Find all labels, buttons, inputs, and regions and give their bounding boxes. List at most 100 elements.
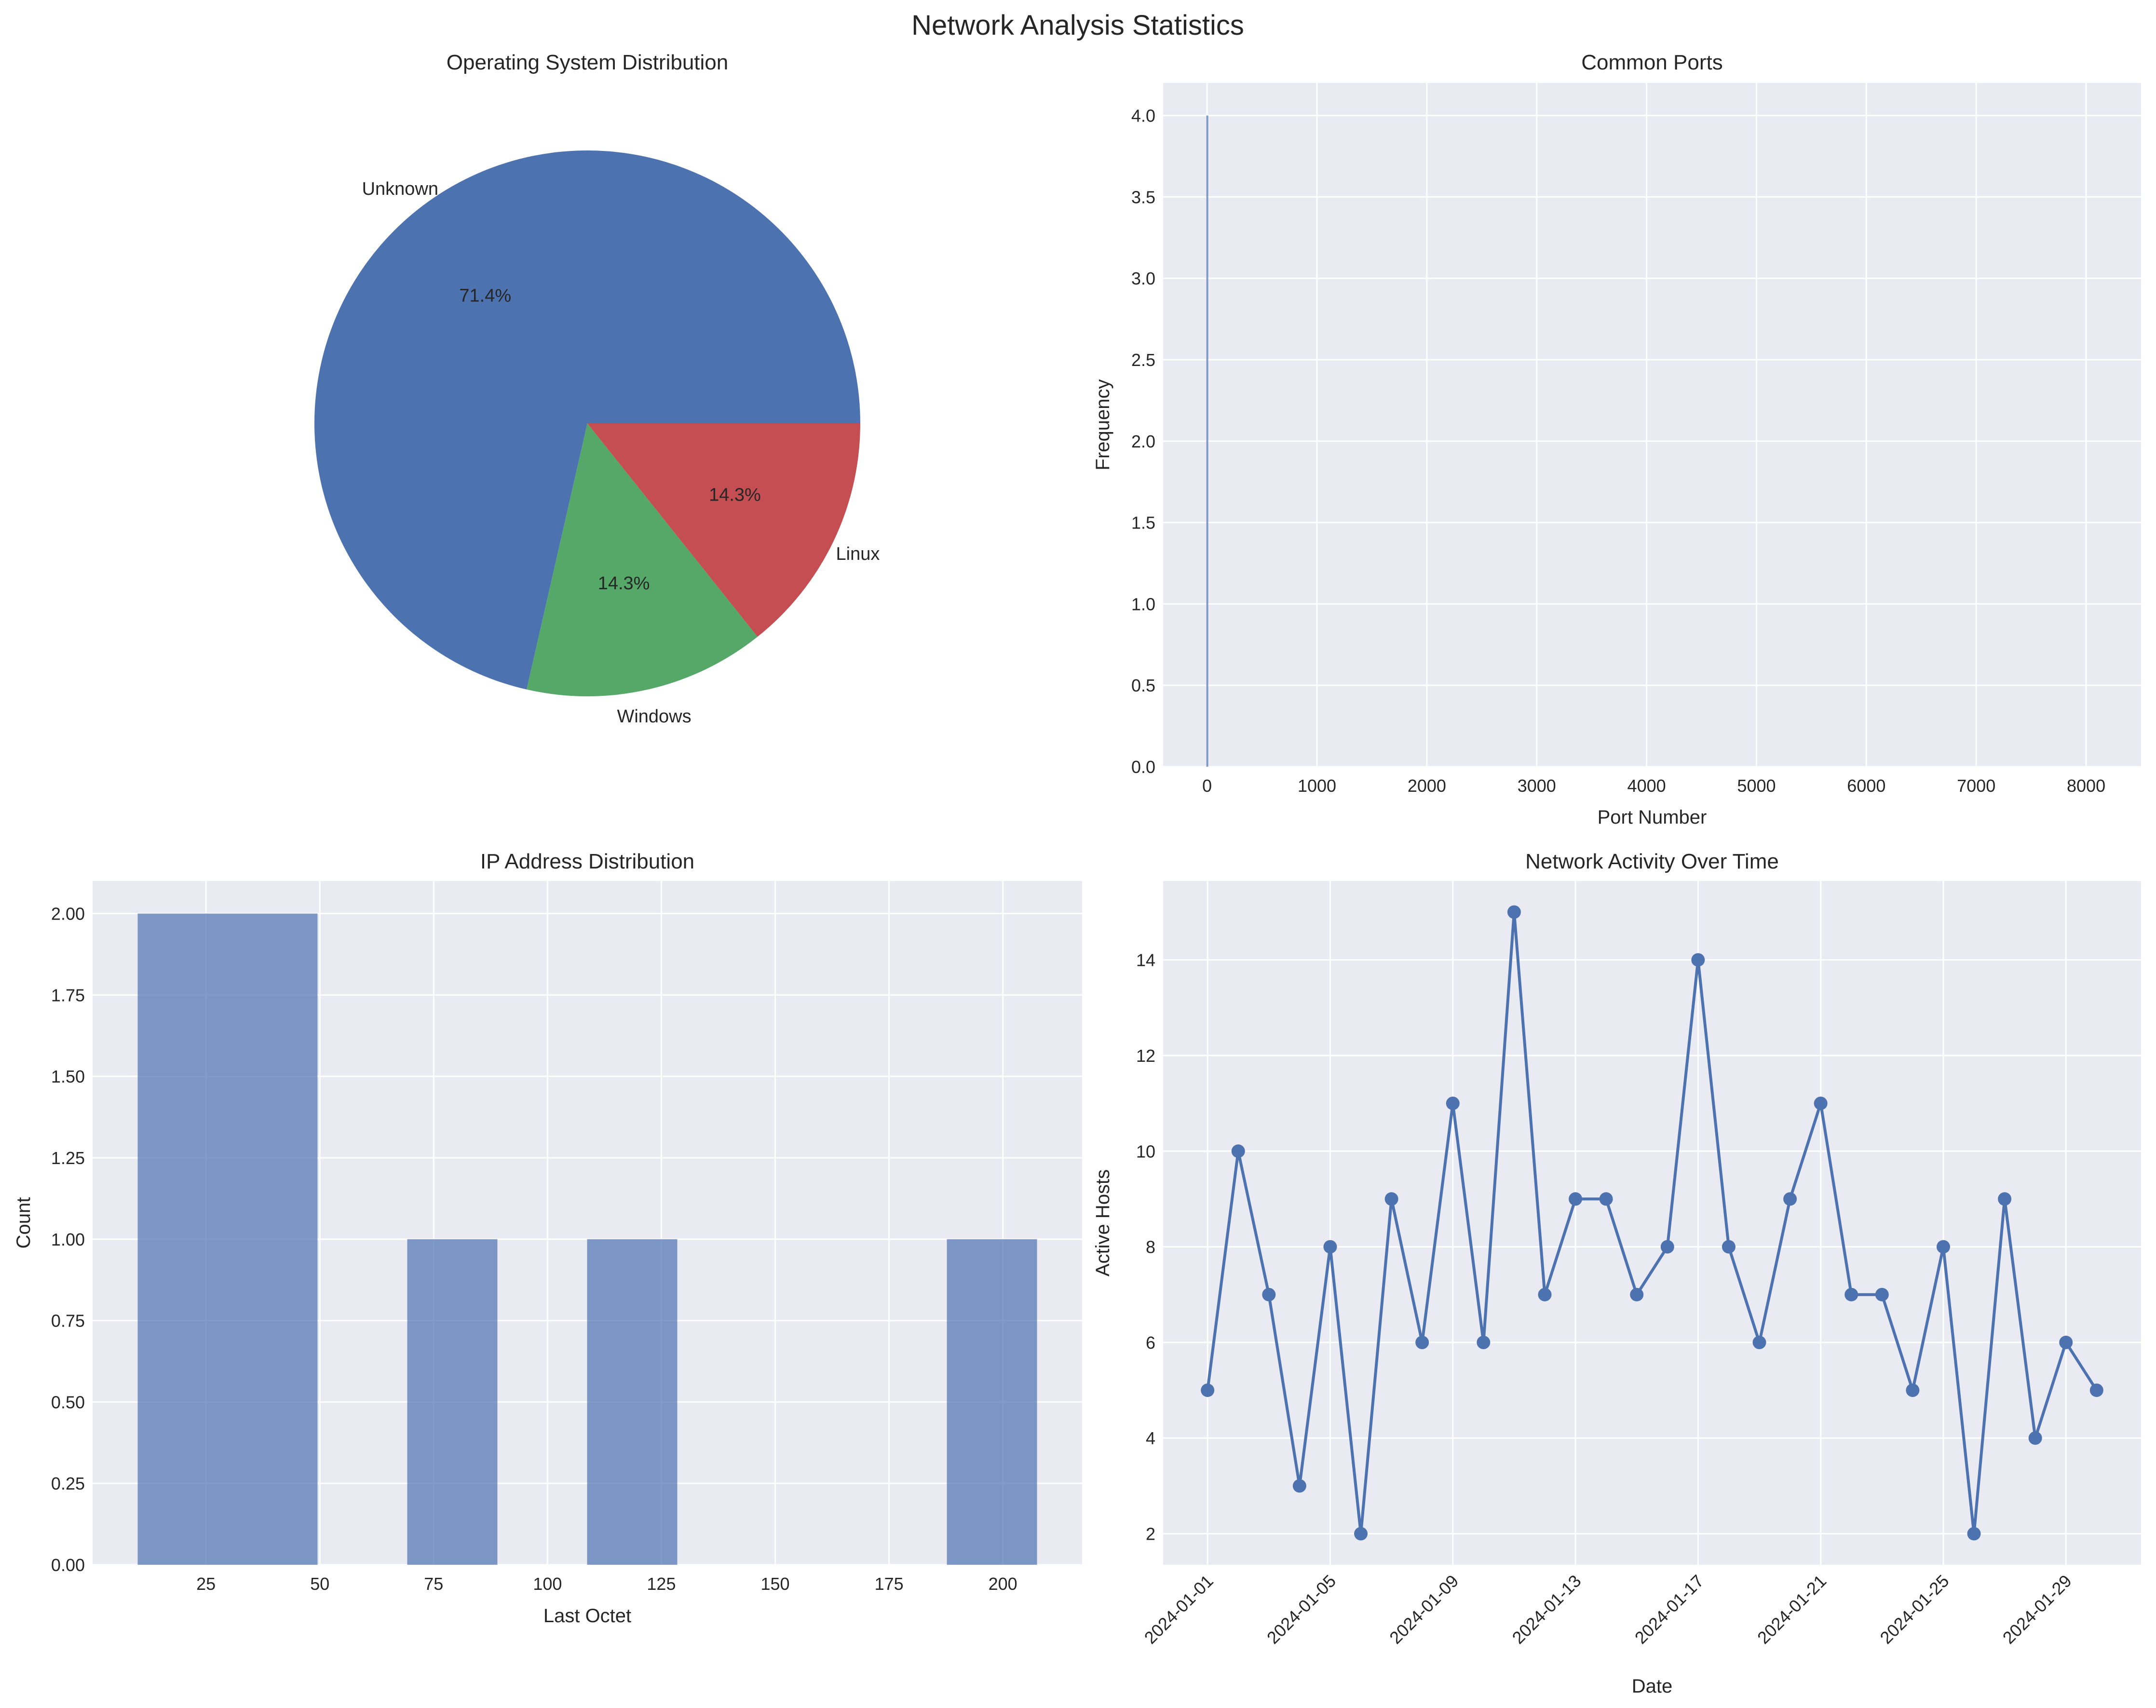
activity-point — [1722, 1240, 1736, 1254]
ip-y-axis-label: Count — [13, 1197, 34, 1249]
ip-ytick-label: 0.50 — [51, 1392, 85, 1412]
pie-slice-unknown — [314, 150, 861, 690]
ip-x-ticks: 25 50 75 100 125 150 175 200 — [196, 1574, 1017, 1594]
ip-x-axis-label: Last Octet — [543, 1605, 631, 1627]
ip-histogram-bar — [587, 1239, 678, 1565]
ip-histogram: IP Address Distribution 25 50 75 100 125 150 1… — [13, 850, 1082, 1627]
act-ytick-label: 10 — [1136, 1141, 1155, 1161]
activity-point — [1262, 1288, 1276, 1301]
activity-point — [1630, 1288, 1644, 1301]
pie-label-windows: Windows — [617, 706, 691, 727]
ip-ytick-label: 1.50 — [51, 1067, 85, 1086]
ports-xtick-label: 5000 — [1737, 776, 1776, 796]
activity-point — [1936, 1240, 1950, 1254]
pie-percent-linux: 14.3% — [709, 485, 761, 505]
ip-ytick-label: 0.00 — [51, 1555, 85, 1575]
ip-ytick-label: 2.00 — [51, 904, 85, 924]
act-ytick-label: 14 — [1136, 950, 1155, 970]
ip-xtick-label: 50 — [310, 1574, 329, 1594]
activity-point — [1201, 1383, 1215, 1397]
ports-ytick-label: 3.5 — [1131, 187, 1155, 207]
os-chart-title: Operating System Distribution — [447, 51, 728, 74]
activity-grid — [1163, 881, 2141, 1565]
activity-line — [1206, 910, 2098, 1535]
ip-ytick-label: 0.25 — [51, 1474, 85, 1493]
activity-point — [1569, 1192, 1583, 1206]
activity-point — [1875, 1288, 1889, 1301]
figure-title: Network Analysis Statistics — [911, 10, 1244, 41]
os-pie-chart: Operating System Distribution Unknown Wi… — [314, 51, 880, 727]
ports-bar-chart: Common Ports 0 1000 2000 3000 4000 5000 6000 70… — [1092, 51, 2141, 828]
activity-point — [1814, 1097, 1828, 1111]
activity-plot-area — [1163, 881, 2141, 1565]
ports-plot-area — [1163, 83, 2141, 767]
ip-bars — [137, 913, 1037, 1565]
activity-point — [1292, 1479, 1306, 1493]
ports-xtick-label: 8000 — [2067, 776, 2105, 796]
activity-y-axis-label: Active Hosts — [1092, 1169, 1113, 1276]
act-ytick-label: 6 — [1146, 1333, 1155, 1353]
ports-xtick-label: 1000 — [1298, 776, 1336, 796]
activity-y-ticks: 2 4 6 8 10 12 14 — [1136, 950, 1155, 1544]
activity-point — [1906, 1383, 1920, 1397]
ip-histogram-bar — [137, 913, 318, 1565]
activity-point — [2028, 1431, 2042, 1445]
ip-chart-title: IP Address Distribution — [480, 850, 694, 873]
activity-point — [1507, 905, 1521, 919]
ports-xtick-label: 6000 — [1847, 776, 1885, 796]
activity-point — [1783, 1192, 1797, 1206]
ports-ytick-label: 0.0 — [1131, 757, 1155, 777]
ip-ytick-label: 1.25 — [51, 1148, 85, 1168]
activity-point — [1691, 953, 1705, 967]
activity-point — [1477, 1335, 1491, 1349]
act-ytick-label: 4 — [1146, 1428, 1155, 1448]
act-ytick-label: 12 — [1136, 1046, 1155, 1066]
ports-x-axis-label: Port Number — [1598, 807, 1707, 828]
activity-point — [1967, 1527, 1981, 1541]
ip-xtick-label: 175 — [875, 1574, 904, 1594]
activity-point — [1415, 1335, 1429, 1349]
ip-xtick-label: 200 — [989, 1574, 1017, 1594]
activity-x-axis-label: Date — [1632, 1676, 1673, 1697]
ports-bars — [1206, 115, 1208, 767]
ports-y-axis-label: Frequency — [1092, 380, 1113, 471]
ip-histogram-bar — [947, 1239, 1037, 1565]
ports-ytick-label: 1.0 — [1131, 594, 1155, 614]
ports-xtick-label: 7000 — [1957, 776, 1995, 796]
activity-point — [1323, 1240, 1337, 1254]
ip-xtick-label: 25 — [196, 1574, 216, 1594]
activity-point — [1844, 1288, 1858, 1301]
activity-point — [1446, 1097, 1460, 1111]
ports-ytick-label: 1.5 — [1131, 513, 1155, 533]
activity-point — [1538, 1288, 1552, 1301]
ports-bar — [1206, 115, 1208, 767]
act-ytick-label: 2 — [1146, 1524, 1155, 1544]
ports-x-ticks: 0 1000 2000 3000 4000 5000 6000 7000 8000 — [1202, 776, 2105, 796]
pie-label-linux: Linux — [836, 544, 880, 564]
ip-ytick-label: 1.75 — [51, 985, 85, 1005]
activity-point — [1354, 1527, 1368, 1541]
ports-ytick-label: 2.5 — [1131, 350, 1155, 370]
ports-ytick-label: 4.0 — [1131, 106, 1155, 126]
pie-percent-windows: 14.3% — [598, 573, 650, 594]
activity-chart-title: Network Activity Over Time — [1525, 850, 1779, 873]
ip-xtick-label: 150 — [760, 1574, 789, 1594]
ports-xtick-label: 4000 — [1627, 776, 1666, 796]
ip-y-ticks: 0.00 0.25 0.50 0.75 1.00 1.25 1.50 1.75 2.00 — [51, 904, 85, 1575]
pie-label-unknown: Unknown — [362, 179, 438, 199]
ports-xtick-label: 0 — [1202, 776, 1212, 796]
ip-histogram-bar — [407, 1239, 498, 1565]
ip-xtick-label: 100 — [533, 1574, 562, 1594]
pie-slice-windows — [527, 423, 758, 696]
activity-point — [1599, 1192, 1613, 1206]
activity-point — [2059, 1335, 2073, 1349]
act-ytick-label: 8 — [1146, 1237, 1155, 1257]
activity-point — [1231, 1144, 1245, 1158]
ip-xtick-label: 75 — [424, 1574, 443, 1594]
activity-point — [1660, 1240, 1674, 1254]
activity-point — [2089, 1383, 2103, 1397]
ports-ytick-label: 0.5 — [1131, 676, 1155, 695]
activity-series — [1201, 905, 2103, 1541]
activity-point — [1752, 1335, 1766, 1349]
ports-chart-title: Common Ports — [1581, 51, 1722, 74]
